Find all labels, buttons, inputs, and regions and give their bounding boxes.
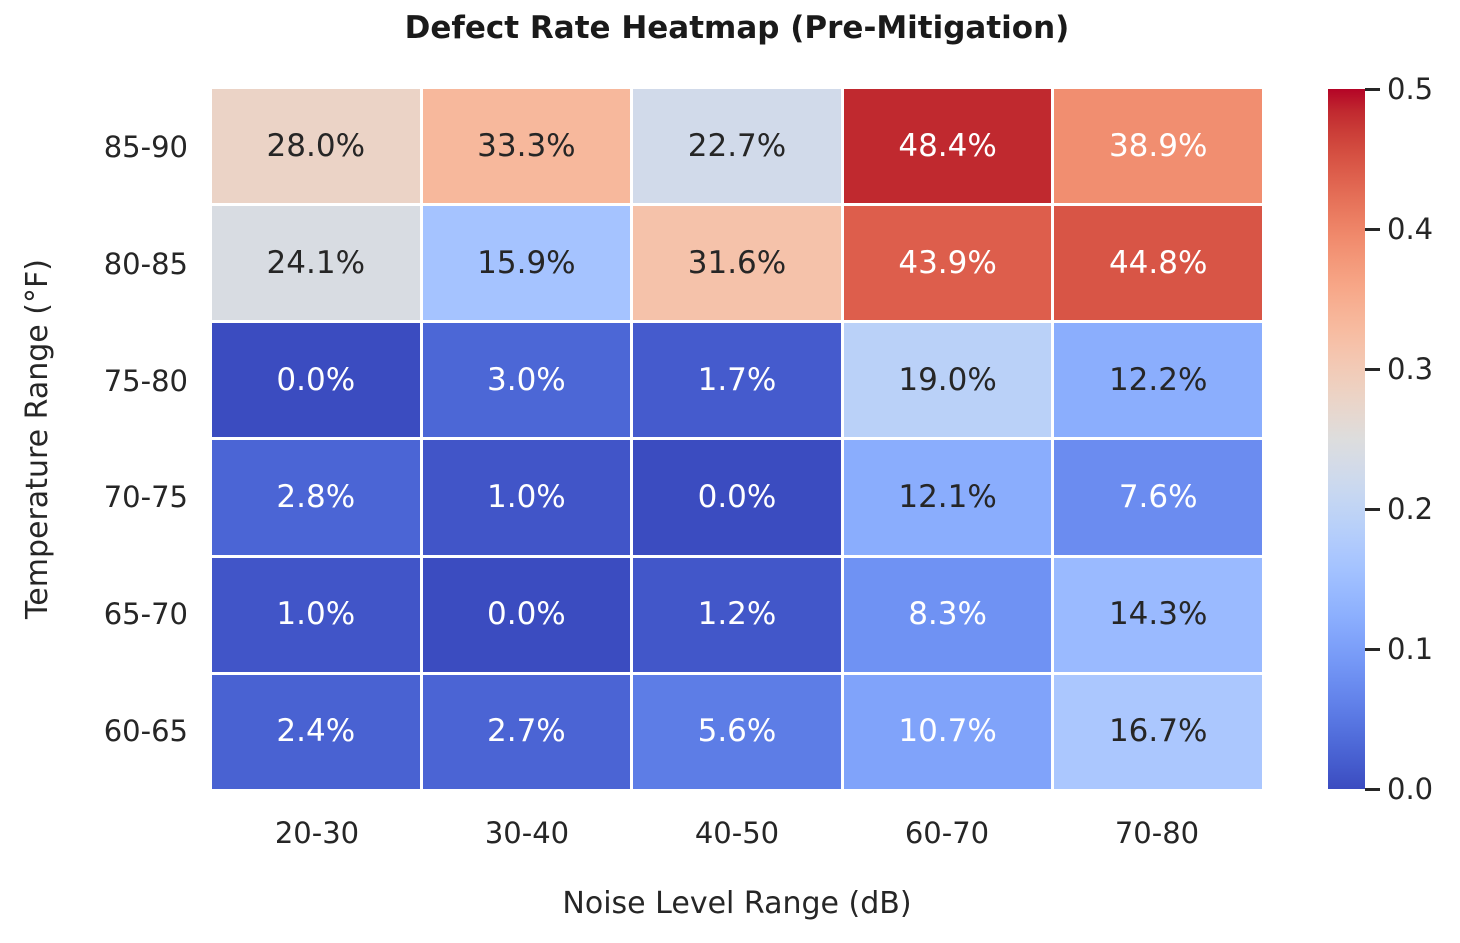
- cell-value-label: 1.0%: [276, 596, 356, 633]
- colorbar-tick-label-0.0: 0.0: [1387, 772, 1434, 806]
- y-tick-label-80-85: 80-85: [103, 246, 188, 281]
- cell-value-label: 44.8%: [1108, 244, 1208, 281]
- cell-value-label: 24.1%: [266, 244, 366, 281]
- heatmap-cell-r3c4: 7.6%: [1054, 440, 1262, 555]
- heatmap-cell-r1c1: 15.9%: [422, 206, 631, 321]
- cell-value-label: 3.0%: [487, 361, 566, 398]
- heatmap-cell-r1c2: 31.6%: [633, 206, 841, 321]
- heatmap-cell-r4c0: 1.0%: [212, 557, 420, 672]
- x-axis-label: Noise Level Range (dB): [562, 886, 912, 921]
- x-tick-label-30-40: 30-40: [484, 816, 570, 850]
- cell-value-label: 1.7%: [697, 361, 777, 398]
- colorbar-tick-mark: [1365, 787, 1380, 791]
- heatmap-cell-r1c0: 24.1%: [212, 206, 420, 321]
- colorbar: 0.5 0.4 0.3 0.2 0.1 0.0: [1328, 74, 1433, 804]
- cell-value-label: 0.0%: [276, 361, 356, 398]
- colorbar-tick-label-0.4: 0.4: [1387, 212, 1434, 246]
- cell-value-label: 22.7%: [687, 127, 787, 164]
- heatmap-cell-r5c1: 2.7%: [422, 674, 631, 789]
- cell-value-label: 31.6%: [687, 244, 787, 281]
- heatmap-cell-r2c4: 12.2%: [1054, 323, 1262, 438]
- cell-value-label: 10.7%: [898, 713, 997, 750]
- heatmap-cell-r5c3: 10.7%: [843, 674, 1052, 789]
- heatmap-cell-r5c2: 5.6%: [633, 674, 841, 789]
- heatmap-cell-r1c4: 44.8%: [1054, 206, 1262, 321]
- x-tick-label-40-50: 40-50: [694, 816, 780, 850]
- heatmap-cell-r0c1: 33.3%: [422, 89, 631, 204]
- cell-value-label: 1.2%: [697, 596, 777, 633]
- cell-value-label: 12.1%: [898, 479, 997, 516]
- heatmap-cell-r4c2: 1.2%: [633, 557, 841, 672]
- cell-value-label: 2.8%: [276, 479, 356, 516]
- colorbar-tick-label-0.5: 0.5: [1387, 72, 1434, 106]
- cell-value-label: 19.0%: [898, 361, 997, 398]
- y-tick-label-60-65: 60-65: [103, 713, 188, 748]
- colorbar-tick-label-0.2: 0.2: [1387, 492, 1434, 526]
- chart-title: Defect Rate Heatmap (Pre-Mitigation): [404, 10, 1070, 46]
- cell-value-label: 0.0%: [487, 596, 566, 633]
- heatmap-cell-r0c4: 38.9%: [1054, 89, 1262, 204]
- cell-value-label: 5.6%: [697, 713, 777, 750]
- cell-value-label: 48.4%: [898, 127, 997, 164]
- colorbar-tick-label-0.3: 0.3: [1387, 352, 1434, 386]
- cell-value-label: 1.0%: [487, 479, 566, 516]
- heatmap-cell-r3c1: 1.0%: [422, 440, 631, 555]
- heatmap-cell-r1c3: 43.9%: [843, 206, 1052, 321]
- colorbar-gradient: [1328, 89, 1365, 789]
- cell-value-label: 14.3%: [1108, 596, 1208, 633]
- heatmap-cell-r0c2: 22.7%: [633, 89, 841, 204]
- y-tick-label-85-90: 85-90: [103, 130, 188, 165]
- cell-value-label: 2.4%: [276, 713, 356, 750]
- heatmap-cell-r4c4: 14.3%: [1054, 557, 1262, 672]
- colorbar-tick-mark: [1365, 647, 1380, 651]
- cell-value-label: 43.9%: [898, 244, 997, 281]
- heatmap-cell-r5c0: 2.4%: [212, 674, 420, 789]
- heatmap-grid: 28.0% 33.3% 22.7% 48.4% 38.9% 24.1% 15.9% 31.6%…: [212, 89, 1262, 789]
- x-tick-label-70-80: 70-80: [1114, 816, 1200, 850]
- y-tick-label-75-80: 75-80: [103, 363, 188, 398]
- cell-value-label: 33.3%: [477, 127, 576, 164]
- cell-value-label: 16.7%: [1108, 713, 1208, 750]
- heatmap-cell-r2c0: 0.0%: [212, 323, 420, 438]
- heatmap-cell-r3c2: 0.0%: [633, 440, 841, 555]
- cell-value-label: 12.2%: [1108, 361, 1208, 398]
- cell-value-label: 7.6%: [1118, 479, 1198, 516]
- heatmap-cell-r2c3: 19.0%: [843, 323, 1052, 438]
- heatmap-cell-r3c3: 12.1%: [843, 440, 1052, 555]
- cell-value-label: 28.0%: [266, 127, 366, 164]
- cell-value-label: 0.0%: [697, 479, 777, 516]
- colorbar-tick-label-0.1: 0.1: [1387, 632, 1434, 666]
- colorbar-tick-mark: [1365, 227, 1380, 231]
- heatmap-cell-r3c0: 2.8%: [212, 440, 420, 555]
- colorbar-tick-mark: [1365, 87, 1380, 91]
- y-tick-label-65-70: 65-70: [103, 596, 188, 631]
- heatmap-cell-r0c3: 48.4%: [843, 89, 1052, 204]
- heatmap-cell-r5c4: 16.7%: [1054, 674, 1262, 789]
- heatmap-cell-r4c1: 0.0%: [422, 557, 631, 672]
- colorbar-tick-mark: [1365, 507, 1380, 511]
- heatmap-cell-r2c2: 1.7%: [633, 323, 841, 438]
- cell-value-label: 2.7%: [487, 713, 566, 750]
- x-tick-label-60-70: 60-70: [904, 816, 990, 850]
- x-tick-label-20-30: 20-30: [274, 816, 360, 850]
- y-tick-label-70-75: 70-75: [103, 480, 188, 515]
- colorbar-tick-mark: [1365, 367, 1380, 371]
- heatmap-cell-r2c1: 3.0%: [422, 323, 631, 438]
- cell-value-label: 8.3%: [908, 596, 987, 633]
- cell-value-label: 15.9%: [477, 244, 576, 281]
- heatmap-cell-r4c3: 8.3%: [843, 557, 1052, 672]
- cell-value-label: 38.9%: [1108, 127, 1208, 164]
- heatmap-cell-r0c0: 28.0%: [212, 89, 420, 204]
